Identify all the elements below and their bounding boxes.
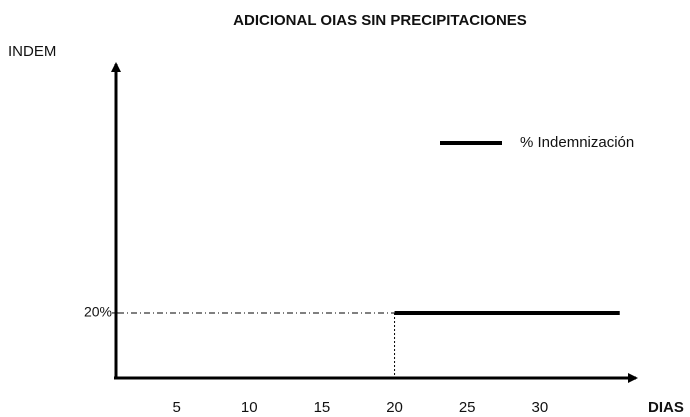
x-tick-label: 15	[314, 399, 331, 416]
x-tick-label: 5	[172, 399, 180, 416]
x-tick-label: 10	[241, 399, 258, 416]
legend-label: % Indemnización	[520, 134, 634, 151]
x-axis-label: DIAS	[648, 399, 684, 416]
x-tick-label: 25	[459, 399, 476, 416]
x-tick-label: 20	[386, 399, 403, 416]
x-tick-label: 30	[531, 399, 548, 416]
y-axis-label: INDEM	[8, 43, 56, 60]
y-tick-label: 20%	[84, 304, 112, 320]
chart-title: ADICIONAL OIAS SIN PRECIPITACIONES	[233, 12, 527, 29]
